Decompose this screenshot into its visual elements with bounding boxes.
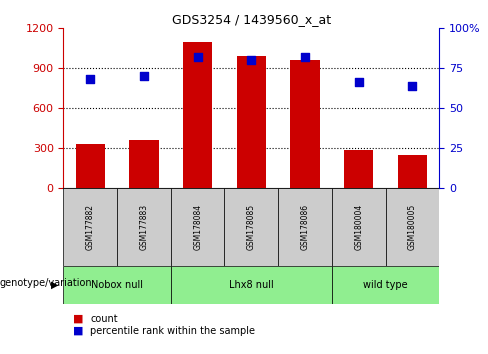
Point [86, 76, 94, 82]
Point [408, 83, 416, 88]
Point [301, 54, 309, 60]
Title: GDS3254 / 1439560_x_at: GDS3254 / 1439560_x_at [172, 13, 331, 26]
Text: GSM178085: GSM178085 [247, 204, 256, 250]
Bar [344, 150, 373, 188]
Bar [171, 266, 332, 304]
Point [140, 73, 148, 79]
Bar [237, 56, 266, 188]
Bar [129, 141, 159, 188]
Bar [386, 188, 439, 266]
Bar [76, 144, 105, 188]
Bar [278, 188, 332, 266]
Text: GSM178086: GSM178086 [301, 204, 309, 250]
Bar [398, 155, 427, 188]
Bar [63, 188, 117, 266]
Text: genotype/variation: genotype/variation [0, 278, 93, 288]
Text: ■: ■ [73, 326, 84, 336]
Bar [332, 266, 439, 304]
Bar [117, 188, 171, 266]
Text: GSM178084: GSM178084 [193, 204, 202, 250]
Text: GSM177882: GSM177882 [86, 204, 95, 250]
Bar [171, 188, 224, 266]
Text: ▶: ▶ [51, 280, 59, 290]
Bar [63, 266, 171, 304]
Point [194, 54, 202, 60]
Text: Lhx8 null: Lhx8 null [229, 280, 274, 290]
Text: wild type: wild type [363, 280, 408, 290]
Bar [224, 188, 278, 266]
Text: Nobox null: Nobox null [91, 280, 143, 290]
Text: GSM180004: GSM180004 [354, 204, 363, 250]
Text: GSM180005: GSM180005 [408, 204, 417, 250]
Bar [183, 41, 212, 188]
Bar [332, 188, 386, 266]
Point [355, 80, 363, 85]
Text: ■: ■ [73, 314, 84, 324]
Bar [290, 60, 320, 188]
Text: percentile rank within the sample: percentile rank within the sample [90, 326, 255, 336]
Point [247, 57, 255, 63]
Text: GSM177883: GSM177883 [140, 204, 148, 250]
Text: count: count [90, 314, 118, 324]
